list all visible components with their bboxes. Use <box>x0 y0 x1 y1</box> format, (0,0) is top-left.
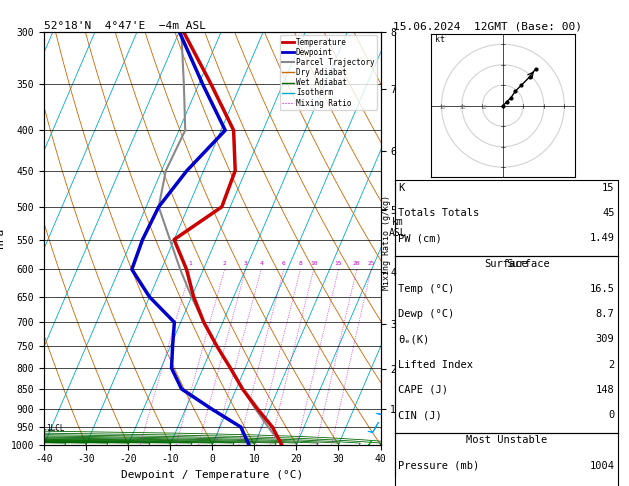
Text: Pressure (mb): Pressure (mb) <box>398 461 479 471</box>
Text: 6: 6 <box>282 261 286 266</box>
Legend: Temperature, Dewpoint, Parcel Trajectory, Dry Adiabat, Wet Adiabat, Isotherm, Mi: Temperature, Dewpoint, Parcel Trajectory… <box>280 35 377 110</box>
Text: Surface: Surface <box>484 259 528 269</box>
Text: 0: 0 <box>608 410 615 420</box>
Text: 1.49: 1.49 <box>589 233 615 243</box>
Text: 148: 148 <box>596 385 615 395</box>
Y-axis label: hPa: hPa <box>0 228 5 248</box>
Text: K: K <box>398 183 404 193</box>
Text: 10: 10 <box>310 261 318 266</box>
Text: 15: 15 <box>602 183 615 193</box>
Text: Totals Totals: Totals Totals <box>398 208 479 218</box>
Text: 30: 30 <box>440 105 446 110</box>
X-axis label: Dewpoint / Temperature (°C): Dewpoint / Temperature (°C) <box>121 470 303 480</box>
Text: CAPE (J): CAPE (J) <box>398 385 448 395</box>
Text: Surface: Surface <box>506 259 550 269</box>
Text: Most Unstable: Most Unstable <box>465 435 547 446</box>
Text: Temp (°C): Temp (°C) <box>398 284 454 294</box>
Text: 16.5: 16.5 <box>589 284 615 294</box>
Text: 52°18'N  4°47'E  −4m ASL: 52°18'N 4°47'E −4m ASL <box>44 21 206 31</box>
Text: 20: 20 <box>353 261 360 266</box>
Text: 2: 2 <box>223 261 226 266</box>
Text: PW (cm): PW (cm) <box>398 233 442 243</box>
Text: 15.06.2024  12GMT (Base: 00): 15.06.2024 12GMT (Base: 00) <box>393 22 582 32</box>
Text: 1LCL: 1LCL <box>46 424 65 434</box>
Text: 10: 10 <box>481 105 487 110</box>
Text: 1: 1 <box>189 261 192 266</box>
Text: Mixing Ratio (g/kg): Mixing Ratio (g/kg) <box>382 195 391 291</box>
Text: 45: 45 <box>602 208 615 218</box>
Text: 25: 25 <box>367 261 375 266</box>
Text: θₑ(K): θₑ(K) <box>398 334 430 345</box>
Text: CIN (J): CIN (J) <box>398 410 442 420</box>
Text: Dewp (°C): Dewp (°C) <box>398 309 454 319</box>
Text: 20: 20 <box>460 105 466 110</box>
Text: 3: 3 <box>244 261 248 266</box>
Text: 8.7: 8.7 <box>596 309 615 319</box>
Text: 309: 309 <box>596 334 615 345</box>
Text: 8: 8 <box>299 261 303 266</box>
Text: 4: 4 <box>259 261 263 266</box>
Text: kt: kt <box>435 35 445 44</box>
Text: Lifted Index: Lifted Index <box>398 360 473 370</box>
Text: 2: 2 <box>608 360 615 370</box>
Text: 1004: 1004 <box>589 461 615 471</box>
Y-axis label: km
ASL: km ASL <box>389 217 406 238</box>
Text: 15: 15 <box>335 261 342 266</box>
